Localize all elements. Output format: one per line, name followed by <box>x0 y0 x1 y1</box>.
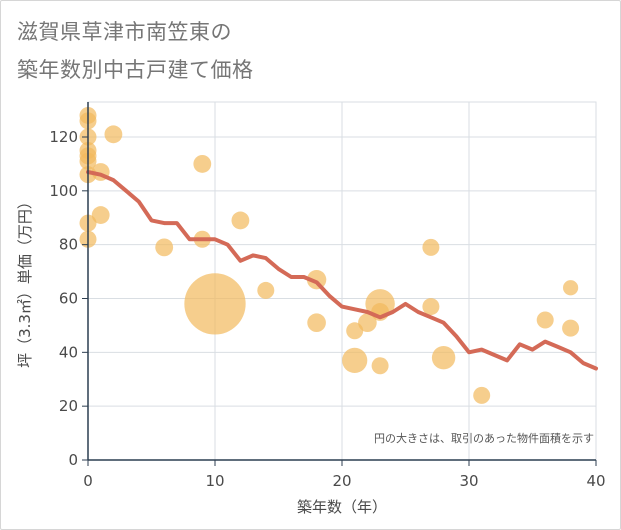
average-line-series <box>86 170 598 371</box>
y-tick-label: 100 <box>49 182 78 200</box>
bubble-point <box>473 386 491 404</box>
x-axis-title: 築年数（年） <box>297 498 387 516</box>
bubble-point <box>536 311 554 329</box>
bubble-point <box>562 319 580 337</box>
bubble-point <box>422 238 440 256</box>
bubble-point <box>431 345 456 370</box>
y-axis-title: 坪（3.3㎡）単価（万円） <box>16 194 34 368</box>
bubble-point <box>306 269 327 290</box>
bubble-point <box>422 298 440 316</box>
bubble-point <box>307 313 326 333</box>
tick-labels: 0 20 40 60 80 100 120 0 10 20 30 40 <box>49 128 605 490</box>
y-tick-label: 0 <box>68 451 78 469</box>
chart-title-line-2: 築年数別中古戸建て価格 <box>17 58 254 82</box>
bubble-point <box>371 357 389 375</box>
bubble-point <box>155 238 174 257</box>
y-tick-label: 40 <box>59 343 78 361</box>
axes <box>82 102 597 466</box>
y-tick-label: 120 <box>49 128 78 146</box>
bubble-point <box>184 273 246 335</box>
bubble-point <box>231 211 250 230</box>
y-tick-label: 80 <box>59 236 78 254</box>
x-tick-label: 10 <box>205 472 224 490</box>
x-tick-label: 0 <box>83 472 93 490</box>
bubble-point <box>358 313 377 333</box>
x-tick-label: 40 <box>586 472 605 490</box>
size-annotation: 円の大きさは、取引のあった物件面積を示す <box>374 431 594 445</box>
chart-title-line-1: 滋賀県草津市南笠東の <box>17 20 232 44</box>
bubble-point <box>104 125 123 144</box>
bubble-point <box>257 281 275 299</box>
bubble-point <box>91 206 110 224</box>
bubble-point <box>193 154 212 173</box>
y-tick-label: 20 <box>59 397 78 415</box>
x-tick-label: 20 <box>332 472 351 490</box>
x-tick-label: 30 <box>459 472 478 490</box>
bubble-series <box>79 106 580 404</box>
y-tick-label: 60 <box>59 289 78 307</box>
grid-lines <box>87 101 597 461</box>
average-price-line <box>86 170 598 371</box>
bubble-point <box>562 280 579 296</box>
bubble-point <box>342 347 368 374</box>
